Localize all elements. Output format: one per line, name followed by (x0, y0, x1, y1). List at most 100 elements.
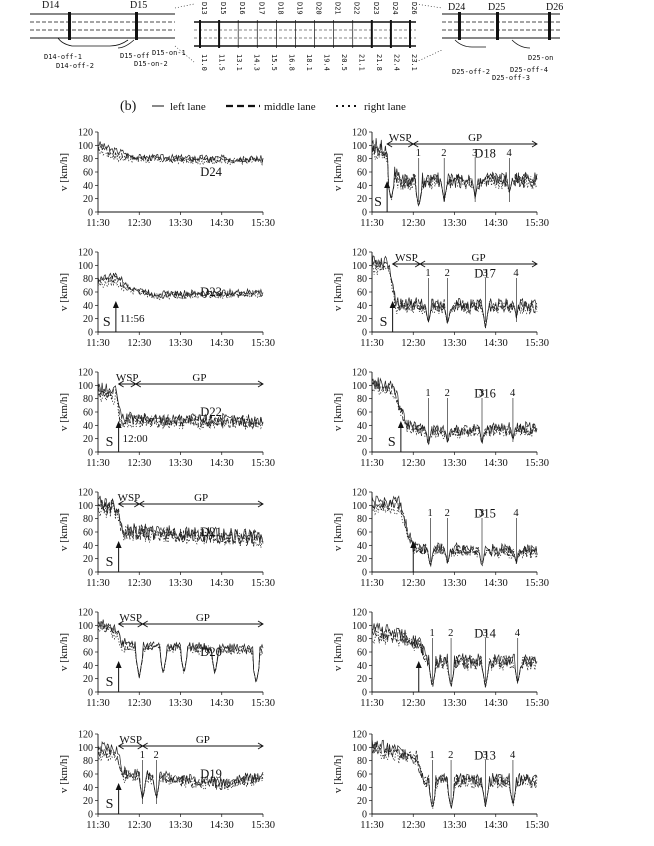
x-tick-label: 11:30 (86, 578, 110, 589)
y-tick-label: 120 (78, 608, 93, 619)
y-tick-label: 0 (362, 810, 367, 821)
x-tick-label: 12:30 (127, 338, 151, 349)
y-tick-label: 80 (83, 756, 93, 767)
series-line-right-lane (371, 145, 538, 207)
y-tick-label: 40 (83, 541, 93, 552)
x-tick-label: 12:30 (127, 698, 151, 709)
y-axis-label: v [km/h] (58, 755, 70, 793)
gp-arrowhead (141, 742, 148, 750)
x-tick-label: 13:30 (443, 458, 467, 469)
x-tick-label: 13:30 (169, 578, 193, 589)
chart-panel-D20: 0 20 40 60 80 100 120 11:30 12:30 13:30 14:30 15:30… (58, 608, 275, 710)
wave-number-label: 3 (482, 750, 487, 761)
series-line-right-lane (371, 744, 538, 809)
series-line-left-lane (371, 738, 538, 809)
schematic-km-label: 13.1 (235, 54, 243, 71)
onset-time-label: 11:56 (120, 313, 145, 325)
x-tick-label: 12:30 (401, 698, 425, 709)
y-tick-label: 20 (357, 434, 367, 445)
x-tick-label: 13:30 (443, 338, 467, 349)
y-tick-label: 80 (357, 514, 367, 525)
schematic-km-label: 21.8 (375, 54, 383, 71)
ramp-label: D25-off-2 (452, 68, 490, 76)
detector-label: D19 (200, 767, 222, 781)
onset-arrowhead (389, 301, 396, 308)
schematic-top-label: D17 (257, 2, 265, 15)
S-label: S (106, 675, 114, 690)
series-line-middle-lane (97, 275, 264, 299)
ramp-label: D14-off-2 (56, 62, 94, 70)
y-tick-label: 40 (357, 661, 367, 672)
y-tick-label: 20 (83, 194, 93, 205)
y-tick-label: 60 (357, 648, 367, 659)
series-line-middle-lane (371, 742, 538, 809)
wave-number-label: 1 (140, 750, 145, 761)
series-line-left-lane (371, 138, 538, 207)
x-tick-label: 15:30 (251, 458, 275, 469)
y-axis-label: v [km/h] (58, 633, 70, 671)
schematic-km-label: 23.1 (410, 54, 418, 71)
schematic-km-label: 11.5 (218, 54, 226, 71)
x-tick-label: 14:30 (210, 820, 234, 831)
y-tick-label: 120 (78, 730, 93, 741)
x-tick-label: 14:30 (210, 458, 234, 469)
schematic-km-label: 20.5 (340, 54, 348, 71)
schematic-km-label: 14.3 (253, 54, 261, 71)
x-tick-label: 15:30 (525, 698, 549, 709)
y-axis-label: v [km/h] (332, 273, 344, 311)
series-line-right-lane (97, 389, 264, 430)
x-tick-label: 13:30 (443, 820, 467, 831)
x-tick-label: 11:30 (360, 458, 384, 469)
wave-number-label: 3 (482, 628, 487, 639)
onset-arrowhead (115, 421, 122, 428)
y-tick-label: 80 (83, 154, 93, 165)
chart-panel-D15: 0 20 40 60 80 100 120 11:30 12:30 13:30 14:30 15:30… (332, 488, 549, 590)
y-tick-label: 80 (83, 634, 93, 645)
x-tick-label: 11:30 (86, 458, 110, 469)
legend-entry: left lane (170, 101, 206, 113)
y-tick-label: 80 (357, 756, 367, 767)
y-tick-label: 60 (83, 528, 93, 539)
wsp-arrowhead (117, 380, 124, 388)
y-axis-label: v [km/h] (332, 633, 344, 671)
wave-number-label: 2 (448, 750, 453, 761)
wsp-label: WSP (119, 612, 142, 624)
x-tick-label: 15:30 (525, 578, 549, 589)
gp-arrowhead (531, 260, 538, 268)
y-axis-label: v [km/h] (58, 273, 70, 311)
S-label: S (380, 315, 388, 330)
y-tick-label: 80 (83, 394, 93, 405)
y-tick-label: 100 (78, 141, 93, 152)
x-tick-label: 14:30 (210, 218, 234, 229)
wsp-arrowhead (391, 260, 398, 268)
y-tick-label: 0 (88, 448, 93, 459)
x-tick-label: 13:30 (169, 458, 193, 469)
y-axis-label: v [km/h] (332, 153, 344, 191)
detector-label: D23 (200, 285, 222, 299)
x-tick-label: 15:30 (525, 218, 549, 229)
y-tick-label: 20 (83, 796, 93, 807)
gp-arrowhead (412, 140, 419, 148)
y-tick-label: 80 (357, 154, 367, 165)
x-tick-label: 15:30 (525, 820, 549, 831)
x-tick-label: 13:30 (169, 698, 193, 709)
gp-arrowhead (257, 500, 264, 508)
wave-number-label: 4 (510, 750, 516, 761)
onset-arrowhead (112, 301, 119, 308)
wave-number-label: 4 (507, 148, 513, 159)
gp-arrowhead (531, 140, 538, 148)
schematic-detector-label: D24 (448, 2, 465, 13)
ramp-label: D14-off-1 (44, 53, 82, 61)
ramp-label: D15-on-2 (134, 60, 168, 68)
S-label: S (106, 555, 114, 570)
series-line-right-lane (371, 263, 538, 329)
x-tick-label: 14:30 (484, 218, 508, 229)
y-tick-label: 40 (83, 181, 93, 192)
x-tick-label: 14:30 (210, 578, 234, 589)
series-line-right-lane (371, 503, 538, 567)
y-tick-label: 80 (357, 634, 367, 645)
series-line-left-lane (97, 741, 264, 800)
legend-entry: right lane (364, 101, 406, 113)
chart-panel-D21: 0 20 40 60 80 100 120 11:30 12:30 13:30 14:30 15:30… (58, 488, 275, 590)
